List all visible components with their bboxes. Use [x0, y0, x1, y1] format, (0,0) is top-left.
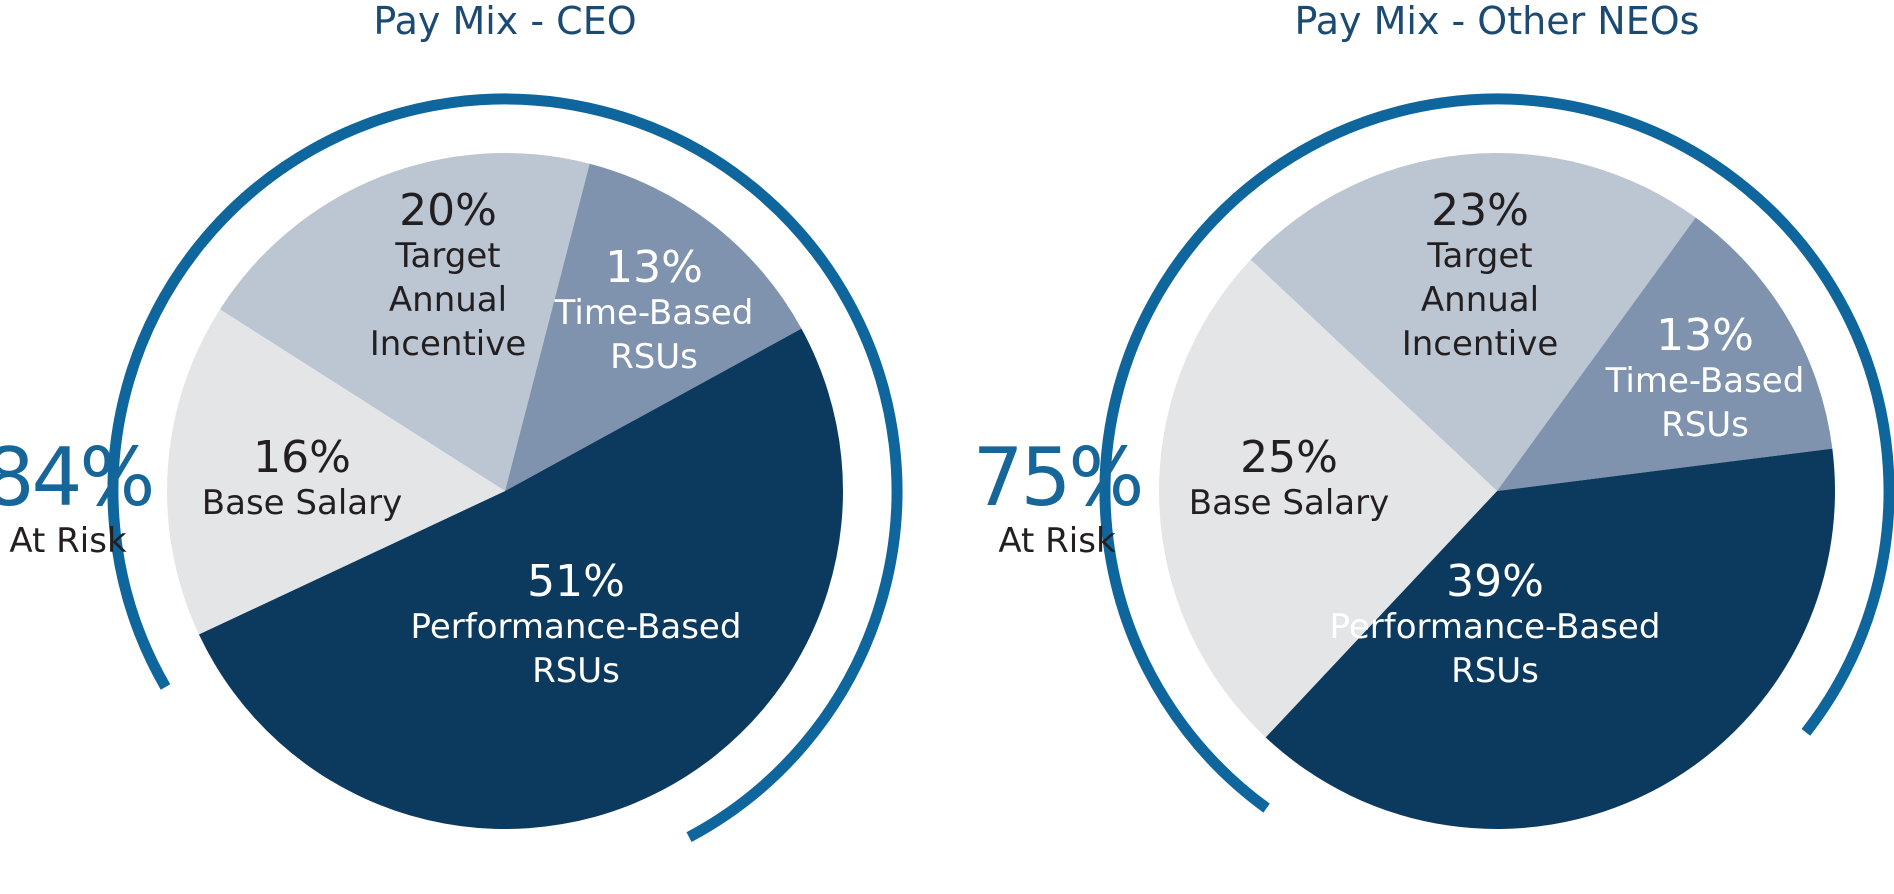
- slice-percent-label: 13%: [605, 242, 703, 293]
- slice-name-label: Time-Based: [554, 293, 754, 333]
- at-risk-ring: [107, 93, 903, 842]
- slice-name-label: RSUs: [610, 337, 698, 377]
- slice-name-label: Annual: [389, 280, 507, 320]
- chart-title: Pay Mix - Other NEOs: [1295, 0, 1700, 43]
- slice-percent-label: 20%: [399, 185, 497, 236]
- slice-percent-label: 25%: [1240, 432, 1338, 483]
- slice-name-label: Base Salary: [1189, 483, 1389, 523]
- pie-slice-base-salary: [1159, 259, 1497, 738]
- at-risk-label: At Risk: [9, 521, 127, 561]
- slice-name-label: Base Salary: [202, 483, 402, 523]
- slice-name-label: Target: [394, 236, 500, 276]
- slice-name-label: RSUs: [1451, 651, 1539, 691]
- at-risk-percent: 84%: [0, 431, 152, 524]
- pie-slice-target-annual-incentive: [1250, 152, 1696, 491]
- chart-title: Pay Mix - CEO: [373, 0, 636, 43]
- pay-mix-other-neos-chart: Pay Mix - Other NEOs 23%TargetAnnualInce…: [973, 0, 1894, 829]
- pie-slice-time-based-rsus: [505, 163, 802, 491]
- slice-name-label: RSUs: [532, 651, 620, 691]
- at-risk-percent: 75%: [973, 431, 1142, 524]
- pie-slice-performance-based-rsus: [1265, 448, 1835, 829]
- slice-percent-label: 23%: [1431, 185, 1529, 236]
- slice-percent-label: 51%: [527, 556, 625, 607]
- slice-name-label: Target: [1426, 236, 1532, 276]
- slice-percent-label: 16%: [253, 432, 351, 483]
- slice-percent-label: 39%: [1446, 556, 1544, 607]
- slice-name-label: Performance-Based: [411, 607, 742, 647]
- pie-slice-base-salary: [166, 309, 505, 635]
- pie-slice-time-based-rsus: [1497, 217, 1833, 492]
- pie-slice-target-annual-incentive: [219, 152, 590, 491]
- slice-name-label: Performance-Based: [1330, 607, 1661, 647]
- at-risk-ring: [1099, 93, 1894, 813]
- slice-percent-label: 13%: [1656, 310, 1754, 361]
- pie-slices: [166, 152, 844, 830]
- slice-name-label: Annual: [1421, 280, 1539, 320]
- pie-slices: [1159, 152, 1835, 829]
- slice-labels: 20%TargetAnnualIncentive13%Time-BasedRSU…: [202, 185, 754, 691]
- slice-name-label: Incentive: [370, 324, 527, 364]
- at-risk-label: At Risk: [998, 521, 1116, 561]
- slice-name-label: Time-Based: [1605, 361, 1805, 401]
- slice-name-label: Incentive: [1402, 324, 1559, 364]
- slice-name-label: RSUs: [1661, 405, 1749, 445]
- pie-slice-performance-based-rsus: [198, 328, 844, 830]
